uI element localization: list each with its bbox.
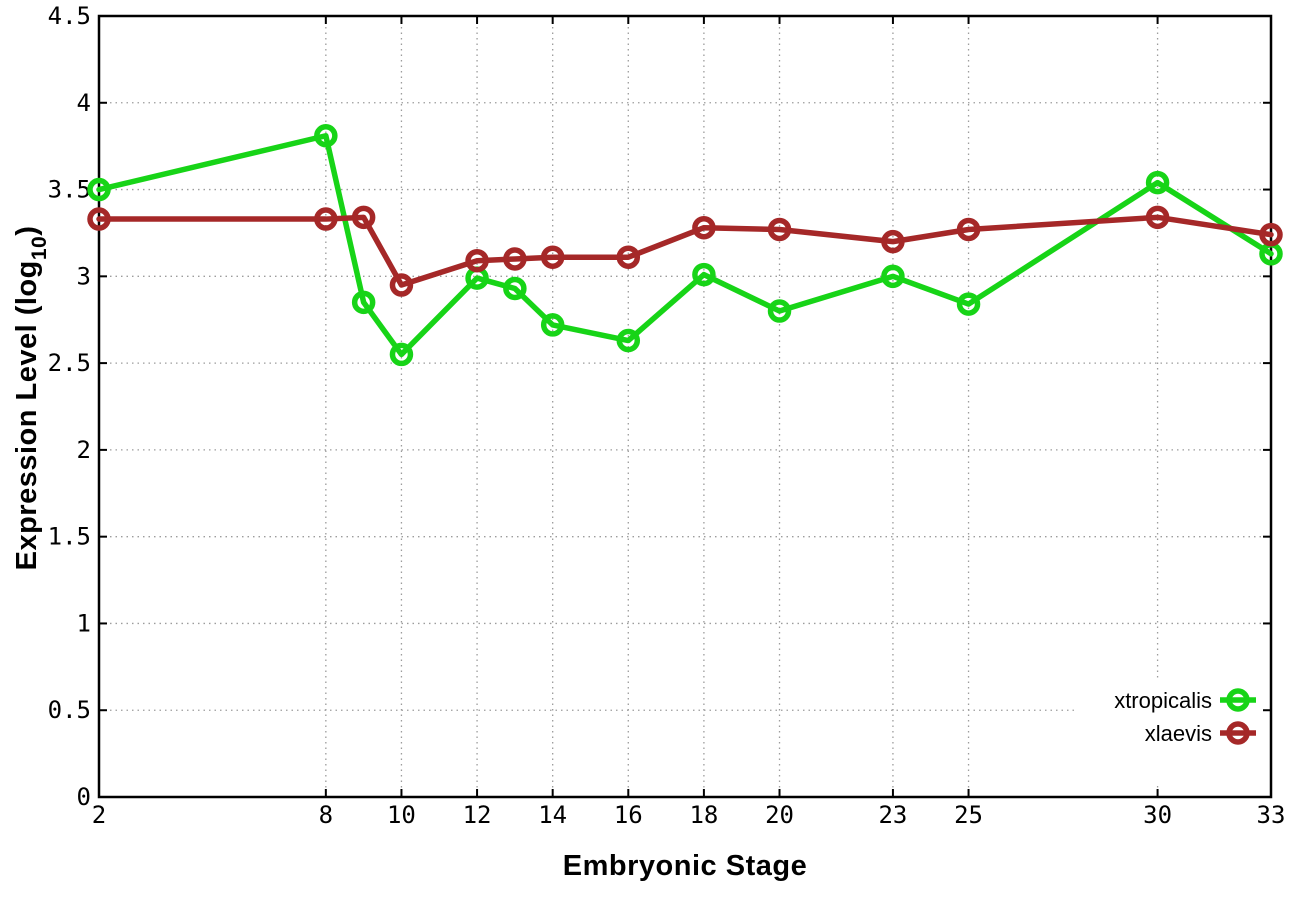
x-tick-label: 2	[92, 801, 106, 829]
legend-sample-marker-xtropicalis	[1226, 688, 1250, 712]
data-point-marker-xtropicalis	[314, 124, 338, 148]
data-point-marker-xlaevis	[616, 245, 641, 269]
y-axis-title-text: Expression Level (log	[11, 260, 44, 571]
data-point-marker-xtropicalis	[351, 290, 376, 315]
y-tick-label: 1.5	[48, 523, 91, 551]
y-tick-label: 2	[77, 436, 91, 464]
tick-labels: 2 8 10 12 14 16 18 20 23 25 30 33 0 0.5 1 1.5 2 2.5 3 3.5 4 4…	[48, 2, 1286, 829]
x-tick-label: 8	[319, 801, 333, 829]
y-tick-label: 4	[77, 89, 91, 117]
data-point-marker-xlaevis	[314, 207, 338, 231]
y-tick-label: 0	[77, 783, 91, 811]
legend-item-xtropicalis: xtropicalis	[1114, 688, 1256, 713]
data-point-marker-xlaevis	[540, 245, 565, 269]
data-point-marker-xtropicalis	[87, 177, 111, 202]
y-tick-label: 2.5	[48, 349, 91, 377]
data-point-marker-xlaevis	[767, 217, 792, 242]
plot-border	[97, 14, 1273, 799]
y-axis-title-subscript: 10	[27, 235, 51, 261]
y-tick-label: 4.5	[48, 2, 91, 30]
x-tick-label: 18	[689, 801, 718, 829]
y-tick-label: 3	[77, 262, 91, 290]
y-tick-label: 0.5	[48, 696, 91, 724]
data-point-marker-xlaevis	[1259, 222, 1283, 247]
x-tick-label: 30	[1143, 801, 1172, 829]
y-axis-title-close: )	[11, 225, 44, 236]
data-point-marker-xtropicalis	[692, 262, 716, 287]
x-tick-label: 14	[538, 801, 567, 829]
series-line-xlaevis	[96, 214, 1274, 288]
series-xtropicalis	[87, 124, 1283, 367]
data-point-marker-xtropicalis	[767, 299, 792, 323]
data-point-marker-xtropicalis	[540, 313, 565, 337]
data-point-marker-xlaevis	[87, 207, 111, 231]
y-axis-title: Expression Level (log10)	[11, 225, 51, 571]
data-point-marker-xlaevis	[503, 247, 527, 271]
data-point-marker-xtropicalis	[956, 292, 981, 316]
legend-label-xlaevis: xlaevis	[1145, 721, 1212, 746]
y-tick-label: 3.5	[48, 176, 91, 204]
data-point-marker-xlaevis	[956, 217, 981, 242]
data-point-marker-xlaevis	[1145, 205, 1170, 230]
x-tick-label: 16	[614, 801, 643, 829]
x-tick-label: 20	[765, 801, 794, 829]
data-point-marker-xtropicalis	[1145, 170, 1170, 195]
x-tick-label: 23	[878, 801, 907, 829]
legend: xtropicalis xlaevis	[1114, 688, 1256, 746]
data-point-marker-xlaevis	[692, 215, 716, 240]
legend-sample-marker-xlaevis	[1226, 721, 1250, 745]
x-tick-label: 10	[387, 801, 416, 829]
legend-item-xlaevis: xlaevis	[1145, 721, 1256, 746]
series-xlaevis	[87, 205, 1283, 297]
x-tick-label: 33	[1257, 801, 1286, 829]
x-tick-label: 12	[463, 801, 492, 829]
legend-label-xtropicalis: xtropicalis	[1114, 688, 1212, 713]
x-axis-title: Embryonic Stage	[562, 850, 808, 882]
data-point-marker-xlaevis	[389, 273, 414, 297]
data-point-marker-xtropicalis	[389, 342, 414, 367]
data-point-marker-xlaevis	[351, 205, 376, 230]
y-tick-label: 1	[77, 609, 91, 637]
data-point-marker-xtropicalis	[503, 276, 527, 301]
x-tick-label: 25	[954, 801, 983, 829]
data-point-marker-xtropicalis	[616, 328, 641, 353]
data-point-marker-xtropicalis	[881, 264, 905, 289]
data-point-marker-xlaevis	[881, 229, 905, 254]
grid-lines	[99, 16, 1271, 797]
data-point-marker-xlaevis	[465, 248, 489, 273]
